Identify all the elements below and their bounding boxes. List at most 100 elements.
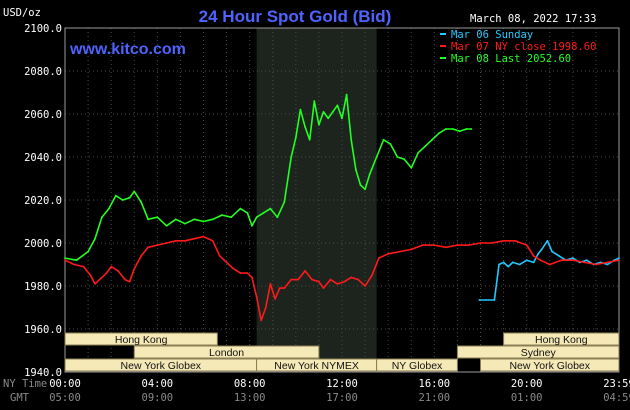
series-point (218, 255, 221, 257)
series-point (260, 319, 263, 322)
series-point (606, 261, 609, 264)
session-bar (456, 345, 620, 359)
legend-swatch (440, 45, 446, 47)
y-tick-label: 1980.0 (24, 281, 62, 293)
session-label: Hong Kong (535, 334, 588, 346)
series-point (87, 250, 89, 253)
series-point (290, 156, 293, 158)
series-point (336, 282, 339, 285)
series-point (128, 280, 131, 283)
session-label: Hong Kong (115, 334, 168, 346)
series-point (465, 128, 468, 130)
series-point (294, 136, 297, 139)
series-line (64, 235, 620, 322)
x-tick-gmt-label: 05:00 (49, 392, 81, 404)
series-point (350, 138, 353, 141)
series-point (322, 287, 325, 290)
session-label: New York NYMEX (274, 360, 359, 372)
series-point (283, 201, 286, 204)
series-point (278, 287, 281, 290)
series-point (585, 259, 588, 262)
series-point (424, 145, 426, 148)
series-point (221, 214, 223, 216)
series-point (583, 261, 586, 264)
series-point (396, 156, 399, 158)
series-point (114, 194, 117, 197)
series-point (387, 252, 390, 255)
y-tick-label: 2100.0 (24, 23, 62, 35)
series-point (165, 242, 168, 244)
x-tick-label: 23:59 (603, 378, 630, 390)
series-point (230, 216, 233, 219)
series-point (382, 138, 385, 141)
series-point (299, 108, 302, 111)
series-point (364, 188, 366, 191)
series-point (255, 295, 258, 298)
series-point (525, 244, 528, 247)
series-point (537, 252, 540, 255)
series-point (433, 244, 436, 247)
series-point (94, 282, 96, 285)
series-point (498, 263, 500, 266)
series-point (595, 263, 597, 266)
session-bar (480, 358, 620, 372)
legend-swatch (440, 57, 446, 59)
session-bar (133, 345, 320, 359)
legend-swatch (440, 33, 446, 35)
series-point (73, 263, 76, 266)
series-point (140, 201, 143, 204)
series-point (502, 261, 505, 264)
series-point (354, 169, 357, 171)
nymex-highlight-band (256, 28, 377, 372)
session-label: New York Globex (121, 360, 202, 372)
session-bar (376, 358, 458, 372)
series-point (156, 216, 159, 219)
x-tick-label: 08:00 (234, 378, 266, 390)
series-point (232, 267, 235, 270)
series-point (211, 239, 214, 242)
series-point (560, 259, 563, 262)
series-point (540, 248, 543, 251)
series-point (558, 255, 560, 257)
series-point (364, 285, 366, 287)
session-label: New York Globex (509, 360, 590, 372)
y-tick-label: 1940.0 (24, 367, 62, 379)
ny-time-label: NY Time (3, 378, 47, 390)
series-point (255, 216, 258, 219)
series-point (98, 278, 101, 281)
gmt-label: GMT (10, 392, 30, 404)
series-point (318, 123, 320, 126)
series-point (202, 235, 205, 238)
series-point (140, 255, 143, 257)
series-point (124, 278, 126, 281)
series-point (371, 274, 373, 277)
series-point (398, 250, 401, 253)
kitco-website-link[interactable]: www.kitco.com (69, 41, 186, 58)
session-label: Sydney (521, 347, 557, 359)
y-tick-label: 2020.0 (24, 195, 62, 207)
series-point (193, 218, 196, 221)
series-point (479, 242, 482, 244)
series-point (264, 306, 267, 309)
legend-entry: Mar 07 NY close 1998.60 (451, 41, 596, 53)
series-point (350, 276, 353, 279)
series-point (389, 143, 392, 146)
series-point (184, 222, 186, 225)
series-point (121, 199, 124, 201)
series-point (417, 151, 420, 154)
series-line (64, 93, 472, 261)
series-point (64, 259, 66, 262)
series-point (174, 218, 177, 221)
series-point (444, 128, 447, 130)
legend-entry: Mar 06 Sunday (451, 29, 533, 41)
x-tick-gmt-label: 01:00 (511, 392, 543, 404)
series-point (304, 126, 306, 128)
series-point (329, 278, 332, 281)
series-point (336, 104, 339, 107)
series-point (251, 224, 253, 227)
series-point (193, 237, 196, 240)
series-point (174, 239, 177, 242)
series-point (345, 93, 348, 96)
series-point (532, 261, 535, 264)
